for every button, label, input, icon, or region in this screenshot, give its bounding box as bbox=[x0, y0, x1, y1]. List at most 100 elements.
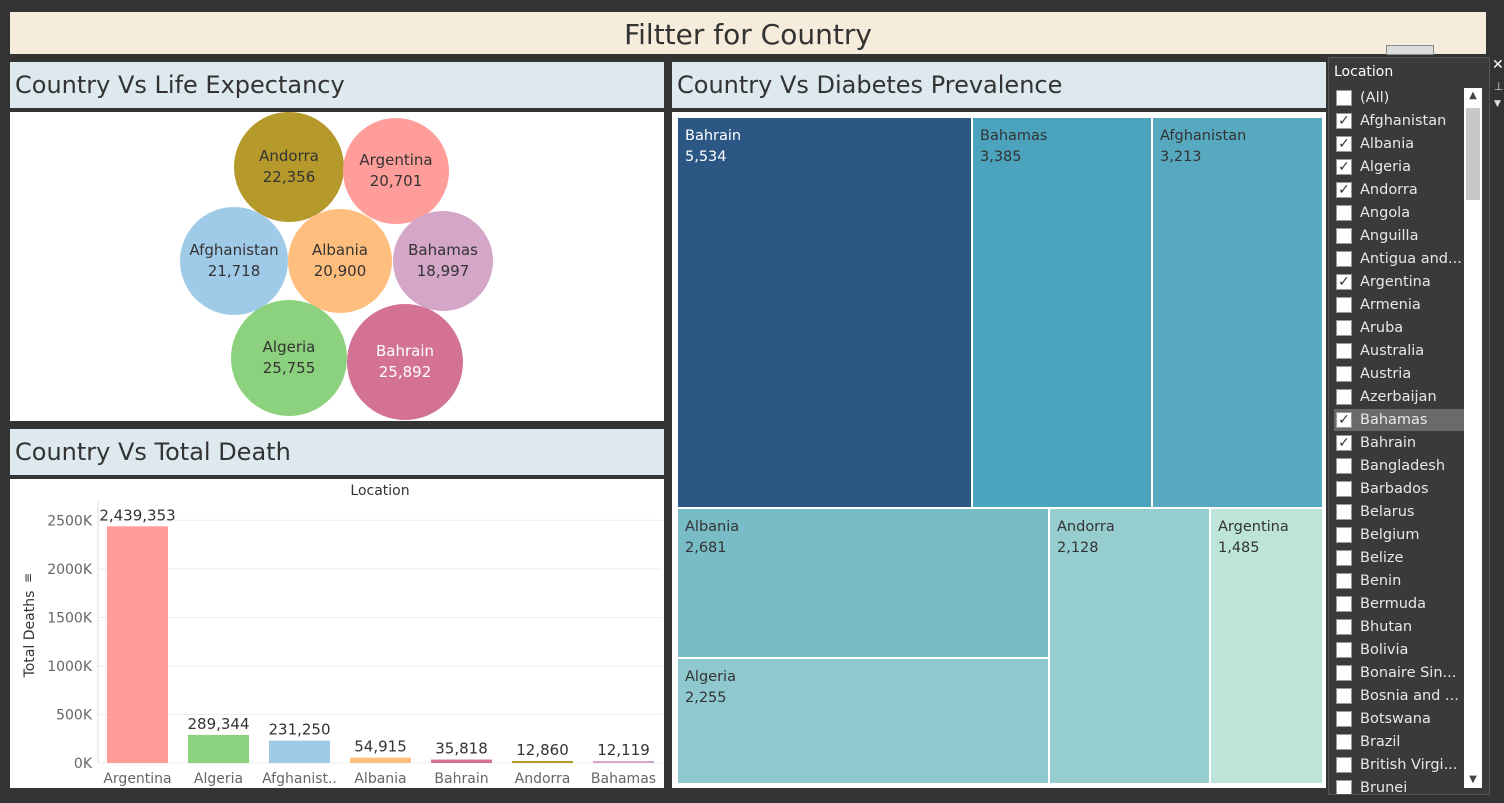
filter-item[interactable]: Antigua and... bbox=[1334, 248, 1464, 270]
filter-item[interactable]: ✓ Andorra bbox=[1334, 179, 1464, 201]
checkbox-unchecked-icon[interactable] bbox=[1336, 780, 1352, 794]
checkbox-checked-icon[interactable]: ✓ bbox=[1336, 159, 1352, 175]
diabetes-title: Country Vs Diabetes Prevalence bbox=[672, 62, 1326, 108]
checkbox-unchecked-icon[interactable] bbox=[1336, 619, 1352, 635]
filter-item[interactable]: Brunei bbox=[1334, 777, 1464, 794]
checkbox-checked-icon[interactable]: ✓ bbox=[1336, 412, 1352, 428]
checkbox-unchecked-icon[interactable] bbox=[1336, 527, 1352, 543]
checkbox-unchecked-icon[interactable] bbox=[1336, 573, 1352, 589]
bubble-afghanistan[interactable]: Afghanistan 21,718 bbox=[180, 207, 288, 315]
treemap-cell-afghanistan[interactable]: Afghanistan 3,213 bbox=[1152, 117, 1323, 508]
filter-item[interactable]: ✓ Albania bbox=[1334, 133, 1464, 155]
filter-item[interactable]: Belize bbox=[1334, 547, 1464, 569]
filter-item[interactable]: Bosnia and ... bbox=[1334, 685, 1464, 707]
bar-value-label: 54,915 bbox=[354, 738, 407, 756]
checkbox-checked-icon[interactable]: ✓ bbox=[1336, 113, 1352, 129]
filter-item[interactable]: ✓ Bahrain bbox=[1334, 432, 1464, 454]
menu-dropdown-icon[interactable]: ▼ bbox=[1494, 99, 1501, 109]
filter-item[interactable]: Angola bbox=[1334, 202, 1464, 224]
filter-item-label: British Virgi... bbox=[1360, 757, 1458, 773]
filter-item[interactable]: Benin bbox=[1334, 570, 1464, 592]
bar-6[interactable] bbox=[593, 761, 654, 763]
filter-item[interactable]: Botswana bbox=[1334, 708, 1464, 730]
filter-drag-handle[interactable] bbox=[1386, 45, 1434, 55]
bubble-andorra[interactable]: Andorra 22,356 bbox=[234, 112, 344, 222]
checkbox-checked-icon[interactable]: ✓ bbox=[1336, 274, 1352, 290]
checkbox-unchecked-icon[interactable] bbox=[1336, 481, 1352, 497]
checkbox-unchecked-icon[interactable] bbox=[1336, 228, 1352, 244]
checkbox-unchecked-icon[interactable] bbox=[1336, 665, 1352, 681]
scroll-thumb[interactable] bbox=[1466, 108, 1480, 200]
filter-item-label: Armenia bbox=[1360, 297, 1421, 313]
bubble-algeria[interactable]: Algeria 25,755 bbox=[231, 300, 347, 416]
filter-item[interactable]: Brazil bbox=[1334, 731, 1464, 753]
checkbox-unchecked-icon[interactable] bbox=[1336, 734, 1352, 750]
checkbox-unchecked-icon[interactable] bbox=[1336, 389, 1352, 405]
treemap-cell-bahrain[interactable]: Bahrain 5,534 bbox=[677, 117, 972, 508]
filter-item-label: Bahrain bbox=[1360, 435, 1417, 451]
filter-scrollbar[interactable]: ▲ ▼ bbox=[1464, 88, 1482, 788]
bar-5[interactable] bbox=[512, 761, 573, 763]
checkbox-unchecked-icon[interactable] bbox=[1336, 205, 1352, 221]
filter-item[interactable]: (All) bbox=[1334, 87, 1464, 109]
treemap-cell-algeria[interactable]: Algeria 2,255 bbox=[677, 658, 1049, 784]
sort-icon[interactable]: ≡ bbox=[21, 573, 35, 583]
treemap-cell-bahamas[interactable]: Bahamas 3,385 bbox=[972, 117, 1152, 508]
checkbox-unchecked-icon[interactable] bbox=[1336, 297, 1352, 313]
bar-4[interactable] bbox=[431, 759, 492, 763]
filter-item[interactable]: Aruba bbox=[1334, 317, 1464, 339]
treemap-cell-albania[interactable]: Albania 2,681 bbox=[677, 508, 1049, 658]
bar-3[interactable] bbox=[350, 757, 411, 763]
filter-item[interactable]: Austria bbox=[1334, 363, 1464, 385]
filter-item[interactable]: Bermuda bbox=[1334, 593, 1464, 615]
filter-item[interactable]: ✓ Afghanistan bbox=[1334, 110, 1464, 132]
filter-item[interactable]: ✓ Argentina bbox=[1334, 271, 1464, 293]
bar-2[interactable] bbox=[269, 740, 330, 763]
bubble-bahrain[interactable]: Bahrain 25,892 bbox=[347, 304, 463, 420]
checkbox-unchecked-icon[interactable] bbox=[1336, 343, 1352, 359]
filter-item[interactable]: Bhutan bbox=[1334, 616, 1464, 638]
pin-icon[interactable]: ⊥ bbox=[1494, 80, 1504, 93]
checkbox-unchecked-icon[interactable] bbox=[1336, 251, 1352, 267]
scroll-down-icon[interactable]: ▼ bbox=[1469, 774, 1477, 785]
checkbox-checked-icon[interactable]: ✓ bbox=[1336, 136, 1352, 152]
filter-item[interactable]: Belgium bbox=[1334, 524, 1464, 546]
close-icon[interactable]: ✕ bbox=[1492, 57, 1504, 73]
bubble-bahamas[interactable]: Bahamas 18,997 bbox=[393, 211, 493, 311]
filter-item[interactable]: Belarus bbox=[1334, 501, 1464, 523]
scroll-up-icon[interactable]: ▲ bbox=[1469, 90, 1477, 101]
checkbox-unchecked-icon[interactable] bbox=[1336, 320, 1352, 336]
treemap-cell-argentina[interactable]: Argentina 1,485 bbox=[1210, 508, 1323, 784]
checkbox-unchecked-icon[interactable] bbox=[1336, 711, 1352, 727]
filter-item[interactable]: ✓ Bahamas bbox=[1334, 409, 1464, 431]
filter-item[interactable]: ✓ Algeria bbox=[1334, 156, 1464, 178]
checkbox-unchecked-icon[interactable] bbox=[1336, 366, 1352, 382]
checkbox-unchecked-icon[interactable] bbox=[1336, 642, 1352, 658]
checkbox-checked-icon[interactable]: ✓ bbox=[1336, 435, 1352, 451]
bar-0[interactable] bbox=[107, 526, 168, 763]
filter-item[interactable]: Armenia bbox=[1334, 294, 1464, 316]
bar-1[interactable] bbox=[188, 734, 249, 763]
checkbox-unchecked-icon[interactable] bbox=[1336, 90, 1352, 106]
filter-item[interactable]: Bangladesh bbox=[1334, 455, 1464, 477]
filter-item[interactable]: Australia bbox=[1334, 340, 1464, 362]
checkbox-unchecked-icon[interactable] bbox=[1336, 596, 1352, 612]
filter-item[interactable]: British Virgi... bbox=[1334, 754, 1464, 776]
checkbox-checked-icon[interactable]: ✓ bbox=[1336, 182, 1352, 198]
filter-item[interactable]: Bolivia bbox=[1334, 639, 1464, 661]
bubble-albania[interactable]: Albania 20,900 bbox=[288, 209, 392, 313]
filter-item[interactable]: Barbados bbox=[1334, 478, 1464, 500]
checkbox-unchecked-icon[interactable] bbox=[1336, 458, 1352, 474]
checkbox-unchecked-icon[interactable] bbox=[1336, 757, 1352, 773]
checkbox-unchecked-icon[interactable] bbox=[1336, 550, 1352, 566]
filter-item-label: Angola bbox=[1360, 205, 1411, 221]
total-death-bar-chart: Location 0K 500K 1000K 1500K 2000K 2500K Total … bbox=[21, 483, 662, 787]
bubble-argentina[interactable]: Argentina 20,701 bbox=[343, 118, 449, 224]
filter-item[interactable]: Bonaire Sin... bbox=[1334, 662, 1464, 684]
bar-value-label: 35,818 bbox=[435, 740, 488, 758]
filter-item[interactable]: Azerbaijan bbox=[1334, 386, 1464, 408]
treemap-cell-andorra[interactable]: Andorra 2,128 bbox=[1049, 508, 1210, 784]
checkbox-unchecked-icon[interactable] bbox=[1336, 688, 1352, 704]
checkbox-unchecked-icon[interactable] bbox=[1336, 504, 1352, 520]
filter-item[interactable]: Anguilla bbox=[1334, 225, 1464, 247]
